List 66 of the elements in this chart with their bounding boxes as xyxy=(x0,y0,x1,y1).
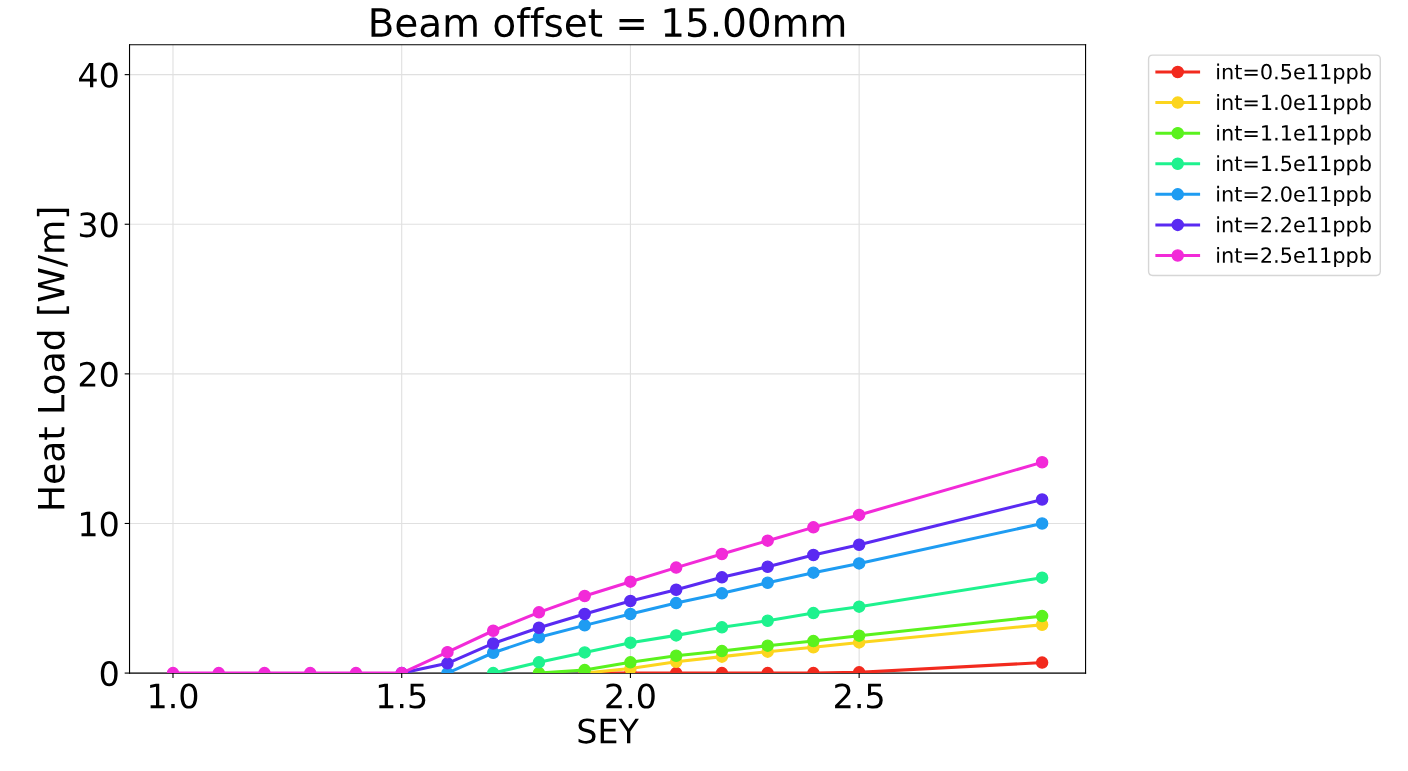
point xyxy=(807,548,820,562)
point xyxy=(669,629,683,642)
point xyxy=(715,547,729,561)
legend-label: int=0.5e11ppb xyxy=(1217,63,1371,84)
point xyxy=(624,607,637,621)
x-tick-label: 1.0 xyxy=(150,683,198,709)
legend-label: int=2.2e11ppb xyxy=(1217,216,1371,237)
point xyxy=(532,656,546,669)
legend-label: int=2.5e11ppb xyxy=(1217,246,1371,268)
y-axis-title: Heat Load [W/m] xyxy=(36,208,70,509)
chart-title: Beam offset = 15.00mm xyxy=(371,7,845,38)
point xyxy=(578,589,591,603)
y-tick-label: 10 xyxy=(81,511,118,537)
legend-label: int=2.0e11ppb xyxy=(1217,185,1371,206)
point xyxy=(1035,609,1049,623)
point xyxy=(807,606,820,620)
point xyxy=(624,575,637,588)
point xyxy=(715,621,729,634)
x-tick-label: 2.5 xyxy=(835,683,883,709)
point xyxy=(441,645,454,659)
point xyxy=(807,566,820,579)
point xyxy=(761,560,774,573)
point xyxy=(486,624,500,637)
y-tick-label: 0 xyxy=(100,661,118,687)
point xyxy=(624,594,637,608)
point xyxy=(441,657,454,670)
point xyxy=(761,576,774,589)
point xyxy=(578,607,591,621)
point xyxy=(852,508,866,522)
point xyxy=(715,571,729,584)
x-tick-label: 2.0 xyxy=(606,683,655,709)
point xyxy=(578,619,591,632)
point xyxy=(624,636,637,649)
x-axis-title: SEY xyxy=(578,718,639,744)
point xyxy=(532,621,546,635)
point xyxy=(852,600,866,613)
point xyxy=(807,634,820,648)
point xyxy=(761,639,774,652)
point xyxy=(669,583,683,597)
point xyxy=(1035,656,1049,669)
point xyxy=(852,629,866,642)
point xyxy=(1035,493,1049,506)
point xyxy=(624,656,637,669)
point xyxy=(532,606,546,619)
point xyxy=(669,596,683,610)
point xyxy=(852,538,866,551)
point xyxy=(807,521,820,534)
point xyxy=(1035,456,1049,469)
legend-label: int=1.1e11ppb xyxy=(1217,124,1371,145)
y-tick-label: 20 xyxy=(79,361,118,387)
legend-label: int=1.5e11ppb xyxy=(1217,155,1371,176)
point xyxy=(669,561,683,574)
point xyxy=(761,534,774,547)
point xyxy=(1035,517,1049,530)
point xyxy=(578,646,591,659)
x-tick-label: 1.5 xyxy=(378,683,426,709)
point xyxy=(852,557,866,570)
legend-label: int=1.0e11ppb xyxy=(1217,94,1371,115)
point xyxy=(1035,571,1049,584)
point xyxy=(715,644,729,658)
point xyxy=(761,614,774,627)
point xyxy=(669,649,683,662)
point xyxy=(715,587,729,600)
y-tick-label: 40 xyxy=(79,62,118,88)
point xyxy=(486,637,500,650)
y-tick-label: 30 xyxy=(79,212,118,238)
